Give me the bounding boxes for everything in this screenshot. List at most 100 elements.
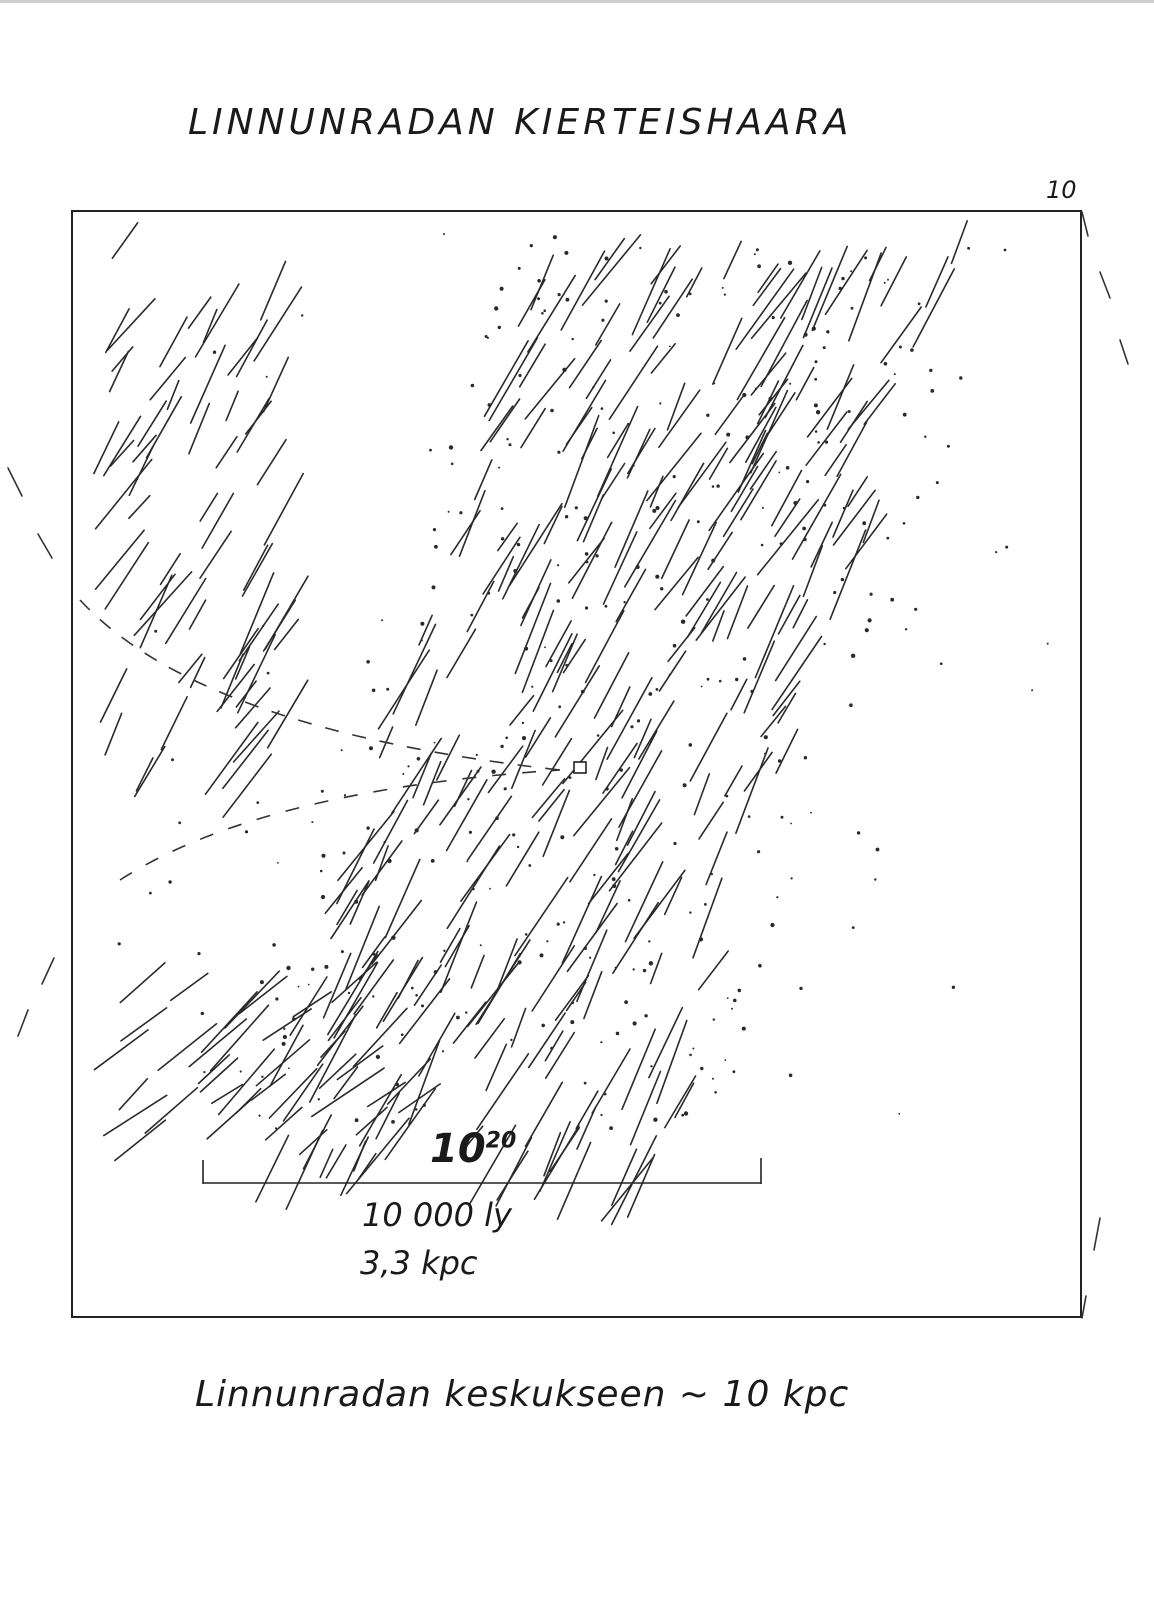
star-dot [494,306,499,311]
star-streak [824,443,847,477]
galactic-orbit-curve-lower [119,769,561,881]
star-streak [392,623,437,715]
star-streak [446,845,501,930]
star-dot [745,435,750,440]
star-streak [187,296,212,329]
star-streak [836,420,868,478]
star-streak [811,245,849,332]
star-dot [653,1117,658,1122]
star-dot [600,1113,603,1117]
star-dot [369,746,373,751]
star-dot [556,599,561,603]
star-dot [683,1111,689,1116]
scale-bar [202,1158,762,1184]
star-dot [200,1011,204,1016]
star-streak [144,1086,199,1134]
star-streak [638,700,675,760]
star-streak [375,991,398,1029]
star-dot [814,360,818,364]
star-dot [803,332,808,337]
star-streak [103,1094,168,1137]
star-streak [824,249,868,316]
star-streak [539,1121,571,1192]
star-streak [234,687,271,729]
star-dot [465,1011,468,1014]
star-dot [407,765,410,768]
star-streak [623,499,677,588]
star-dot [753,253,756,256]
star-dot [890,597,895,602]
star-dot [867,618,872,623]
star-dot [414,1108,418,1111]
star-streak [349,880,370,925]
star-streak [263,472,305,546]
star-streak [194,283,240,358]
star-streak [501,523,540,600]
star-dot [788,1073,793,1078]
star-dot [939,662,943,665]
star-dot [605,787,609,791]
star-streak [576,1106,597,1150]
star-streak [650,342,677,374]
star-dot [487,591,491,595]
star-streak [119,962,166,1004]
star-streak [832,489,854,538]
star-streak [775,728,799,774]
star-dot [266,671,270,675]
star-dot [244,830,249,834]
star-dot [713,382,716,385]
star-streak [576,929,608,1003]
star-dot [506,438,509,441]
star-dot [689,911,692,914]
star-dot [301,314,304,317]
star-streak [626,427,656,475]
star-streak [165,577,207,645]
star-streak [483,339,529,418]
star-streak [531,944,576,1012]
star-dot [811,326,816,331]
star-dot [593,873,596,877]
star-streak [327,996,362,1042]
star-dot [630,725,634,729]
star-dot [824,440,829,444]
star-dot [869,592,873,596]
star-dot [546,940,549,943]
star-dot [803,756,808,760]
star-streak [439,901,478,994]
star-streak [595,880,621,934]
star-streak [542,789,571,858]
spiral-arm-frame [71,210,1082,1318]
star-streak [621,730,658,799]
star-streak [398,978,451,1045]
star-dot [386,687,390,691]
star-streak [238,975,288,1015]
star-streak [689,712,728,782]
star-dot [750,689,754,694]
star-streak [847,476,869,508]
star-dot [343,794,347,797]
star-dot [893,373,896,376]
star-dot [777,759,782,763]
star-streak [450,509,481,556]
star-dot [415,994,418,997]
star-streak [352,1140,367,1172]
star-dot [706,413,710,417]
star-streak [531,777,566,819]
star-streak [133,571,193,637]
star-streak [445,778,488,852]
star-dot [297,985,300,988]
star-dot [611,877,616,882]
star-streak [241,542,274,597]
star-dot [272,943,276,947]
star-streak [648,1006,684,1079]
star-dot [503,787,507,791]
star-streak [372,799,409,864]
star-streak [489,398,521,443]
star-dot [354,1118,359,1123]
star-dot [537,297,541,301]
star-streak [562,379,607,452]
star-streak [777,692,797,724]
star-dot [414,828,419,833]
star-streak [730,678,748,711]
